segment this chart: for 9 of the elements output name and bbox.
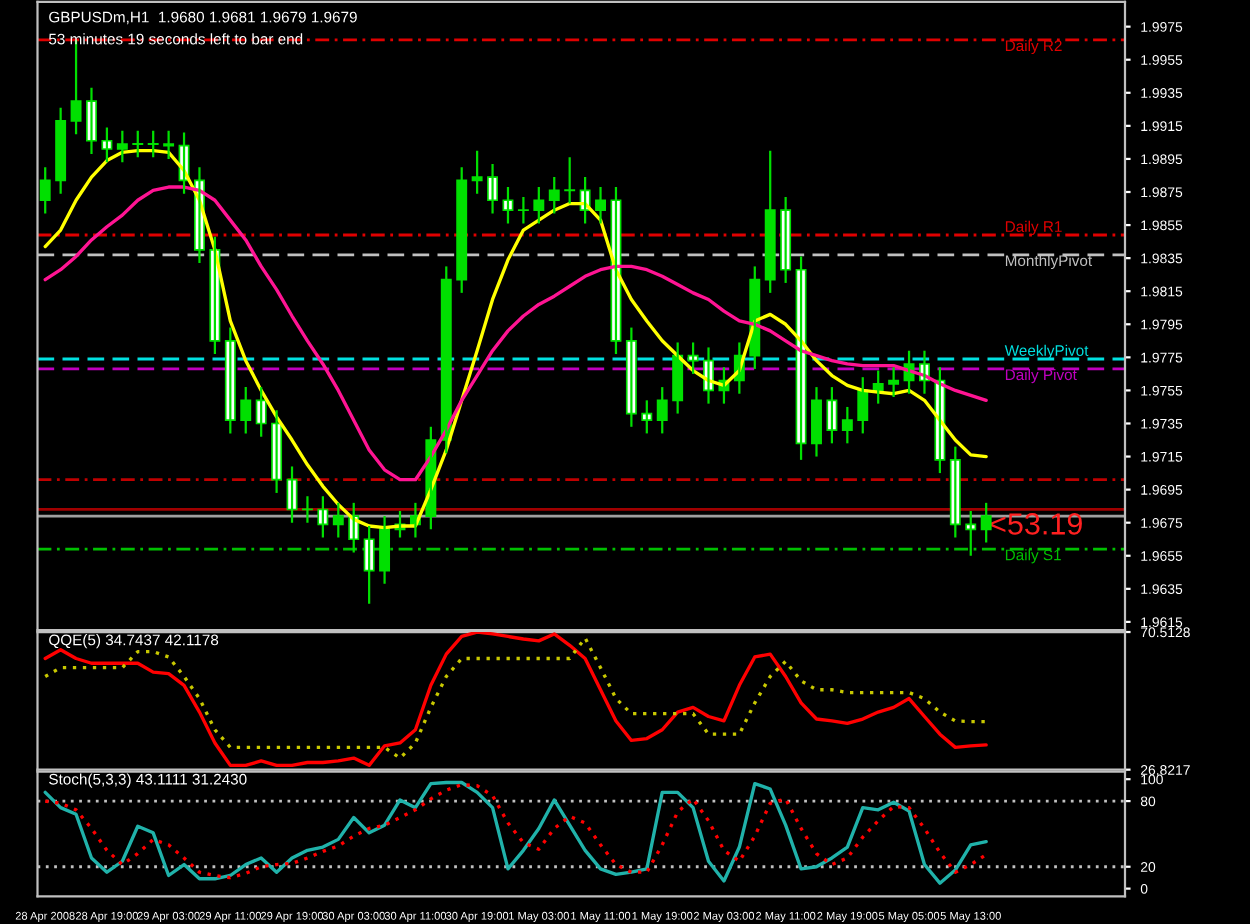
line-series bbox=[43, 185, 988, 482]
candlestick bbox=[116, 129, 128, 164]
candlestick bbox=[301, 495, 313, 524]
annotation: <53.19 bbox=[990, 513, 1082, 535]
candlestick bbox=[517, 195, 529, 225]
candlestick bbox=[564, 156, 576, 205]
candlestick bbox=[132, 129, 144, 159]
candlestick bbox=[147, 129, 159, 159]
candlestick bbox=[163, 129, 175, 161]
